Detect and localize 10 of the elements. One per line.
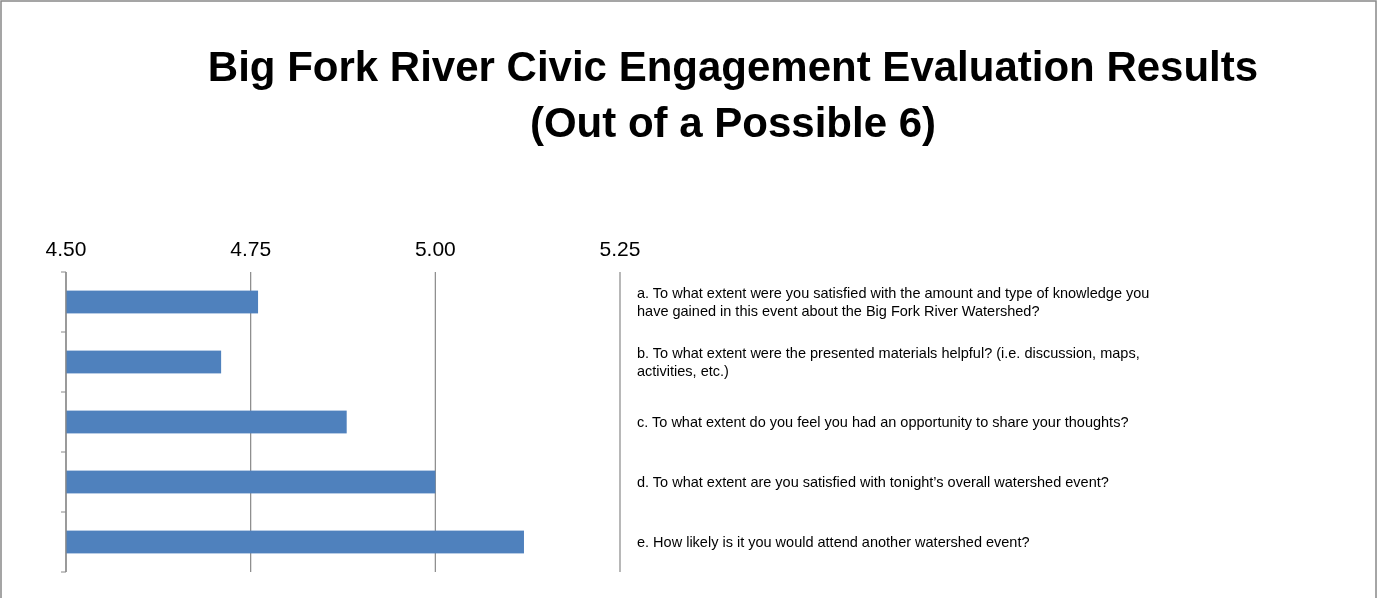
x-tick-label: 4.50 xyxy=(45,237,87,260)
x-tick-label: 5.25 xyxy=(599,237,641,260)
y-tick-label: a. To what extent were you satisfied with the amount and type of knowledge you have gained in this event about the Big Fork River Watershed? xyxy=(637,285,1150,319)
x-tick-label: 4.75 xyxy=(230,237,272,260)
x-tick-label: 5.00 xyxy=(414,237,456,260)
text: Big Fork River Civic Engagement Evaluation Results (Out of a Possible 6) xyxy=(207,43,1259,146)
y-tick-label: b. To what extent were the presented materials helpful? (i.e. discussion, maps, activities, etc.) xyxy=(637,345,1140,379)
y-tick-label: d. To what extent are you satisfied with tonight’s overall watershed event? xyxy=(637,474,1109,490)
y-tick-label: e. How likely is it you would attend another watershed event? xyxy=(637,534,1030,550)
y-tick-label: c. To what extent do you feel you had an opportunity to share your thoughts? xyxy=(637,414,1129,430)
